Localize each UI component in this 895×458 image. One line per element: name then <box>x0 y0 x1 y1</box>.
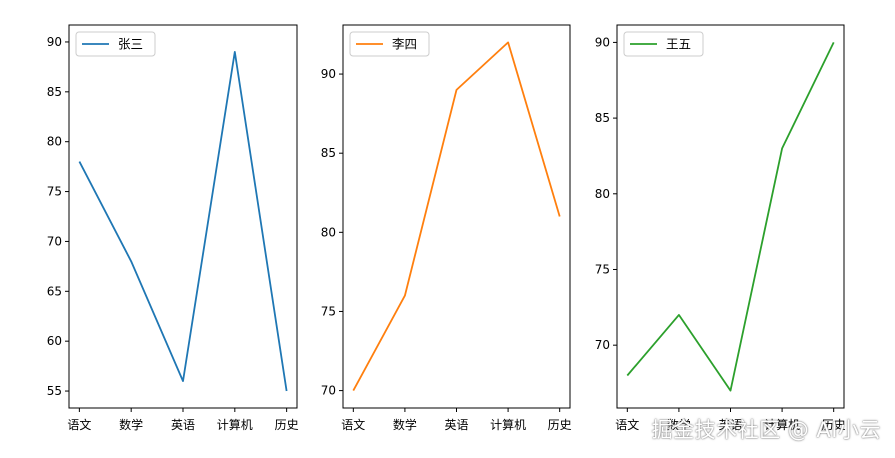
x-tick-label: 英语 <box>718 418 742 432</box>
y-tick-label: 70 <box>47 234 62 248</box>
y-tick-label: 90 <box>321 67 336 81</box>
subplot-2: 语文 数学 英语 计算机 历史 70 75 80 85 90 李四 <box>321 24 572 432</box>
x-tick-label: 英语 <box>171 418 195 432</box>
axes-frame <box>616 24 845 409</box>
axes-frame <box>342 24 571 409</box>
y-tick-label: 85 <box>321 146 336 160</box>
y-tick-label: 80 <box>595 187 610 201</box>
y-tick-label: 75 <box>47 185 62 199</box>
y-tick-label: 80 <box>321 225 336 239</box>
series-line-李四 <box>352 41 561 392</box>
x-tick-label: 历史 <box>548 418 572 432</box>
subplot-3: 语文 数学 英语 计算机 历史 70 75 80 85 90 王五 <box>595 24 846 432</box>
y-tick-label: 75 <box>595 262 610 276</box>
y-tick-label: 55 <box>47 384 62 398</box>
legend-box <box>623 31 704 57</box>
y-tick-label: 65 <box>47 284 62 298</box>
y-tick-label: 85 <box>595 111 610 125</box>
subplot-1: 语文 数学 英语 计算机 历史 55 60 65 70 75 80 85 90 张三 <box>47 24 299 432</box>
y-tick-label: 90 <box>595 35 610 49</box>
x-tick-label: 语文 <box>341 417 365 432</box>
legend: 王五 <box>623 31 704 57</box>
series-line-王五 <box>626 42 835 392</box>
y-tick-label: 85 <box>47 85 62 99</box>
axes-frame <box>68 24 298 409</box>
x-tick-label: 历史 <box>275 418 299 432</box>
x-tick-label: 计算机 <box>764 417 800 432</box>
y-tick-label: 60 <box>47 334 62 348</box>
legend-label: 张三 <box>118 37 143 52</box>
y-tick-label: 70 <box>595 338 610 352</box>
legend-label: 李四 <box>392 37 417 52</box>
y-tick-label: 90 <box>47 35 62 49</box>
y-tick-label: 80 <box>47 135 62 149</box>
x-tick-label: 数学 <box>119 417 143 432</box>
x-tick-label: 数学 <box>393 417 417 432</box>
x-tick-label: 语文 <box>615 417 639 432</box>
x-tick-label: 英语 <box>444 418 468 432</box>
watermark: 掘金技术社区 @ AI小云 <box>651 418 881 442</box>
legend-box <box>349 31 430 57</box>
x-tick-label: 语文 <box>67 417 91 432</box>
legend: 李四 <box>349 31 430 57</box>
x-tick-label: 数学 <box>667 417 691 432</box>
x-tick-label: 计算机 <box>217 417 253 432</box>
series-line-张三 <box>78 51 288 392</box>
y-tick-label: 75 <box>321 304 336 318</box>
legend-box <box>75 31 156 57</box>
legend: 张三 <box>75 31 156 57</box>
x-tick-label: 计算机 <box>490 417 526 432</box>
x-tick-label: 历史 <box>822 418 846 432</box>
y-tick-label: 70 <box>321 384 336 398</box>
legend-label: 王五 <box>666 37 691 52</box>
